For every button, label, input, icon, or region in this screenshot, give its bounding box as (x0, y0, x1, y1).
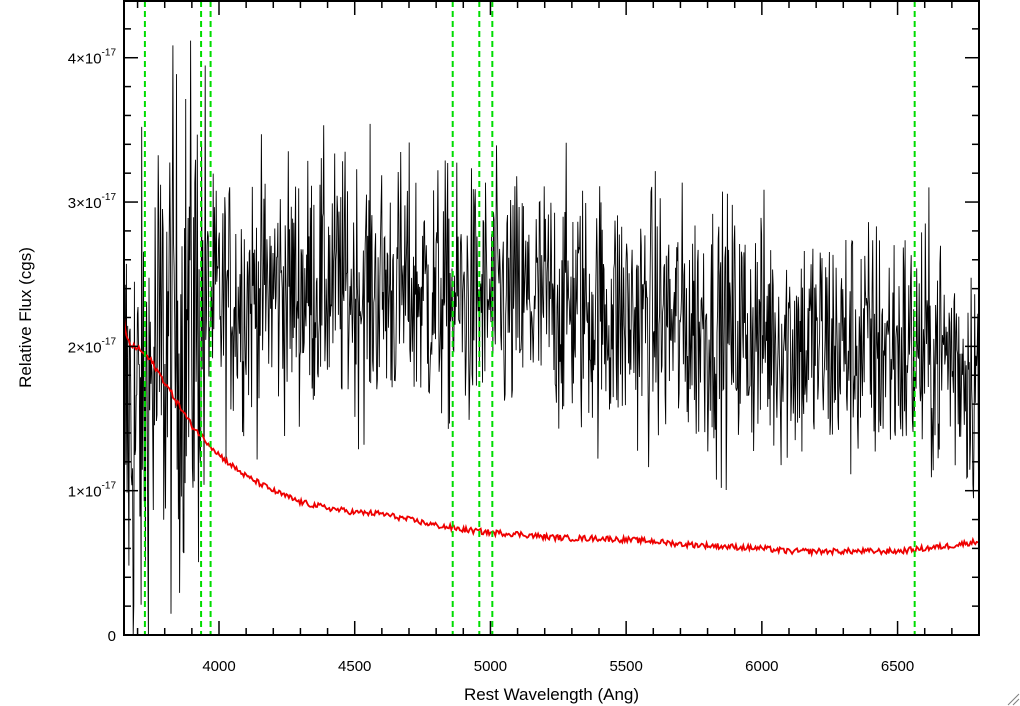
y-tick-label: 0 (108, 628, 116, 645)
x-tick-label: 6500 (881, 658, 914, 675)
series-observed-line (123, 40, 980, 636)
x-axis-title: Rest Wavelength (Ang) (464, 685, 639, 704)
y-tick-label: 3×10-17 (68, 192, 117, 212)
x-tick-label: 5500 (609, 658, 642, 675)
resize-grip-icon[interactable] (1007, 693, 1020, 706)
x-tick-label: 6000 (745, 658, 778, 675)
y-tick-label: 1×10-17 (68, 481, 117, 501)
x-tick-label: 4000 (202, 658, 235, 675)
x-axis-ticks: 4000 4500 5000 5500 6000 6500 (136, 1, 980, 675)
plot-area (123, 40, 980, 636)
y-axis-title: Relative Flux (cgs) (16, 247, 35, 388)
reference-lines (143, 1, 916, 635)
y-tick-label: 2×10-17 (68, 336, 117, 356)
x-tick-label: 4500 (338, 658, 371, 675)
y-tick-label: 4×10-17 (68, 48, 117, 68)
x-tick-label: 5000 (474, 658, 507, 675)
y-axis-ticks: 0 1×10-17 2×10-17 3×10-17 4×10-17 (68, 0, 979, 645)
series-model-line (123, 317, 980, 558)
